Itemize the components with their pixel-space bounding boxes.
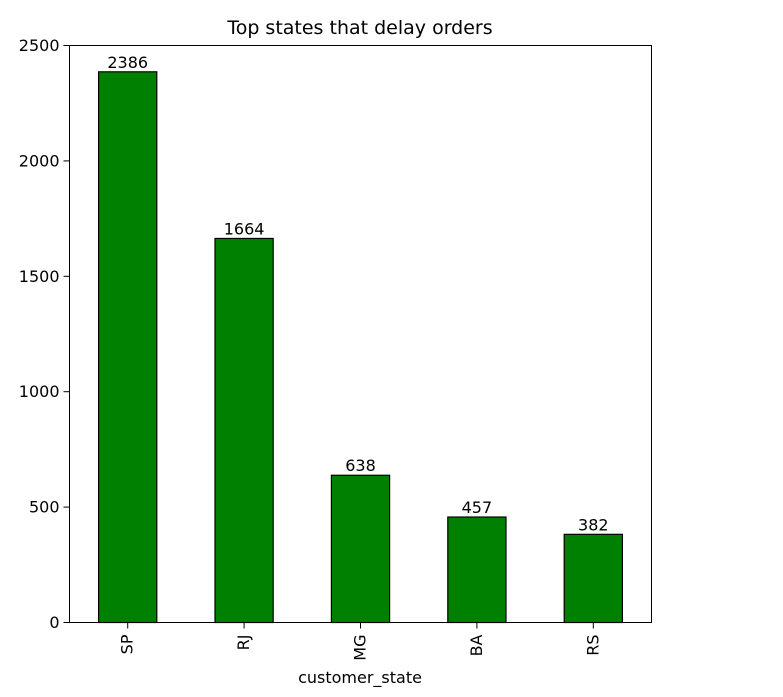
y-tick-label-1000: 1000 [19, 382, 60, 401]
x-tick-label-sp: SP [118, 634, 137, 654]
x-axis: SP RJ MG BA RS [118, 622, 602, 661]
x-tick-label-rs: RS [583, 635, 602, 656]
data-label-ba: 457 [462, 498, 493, 517]
plot-frame [69, 45, 652, 623]
y-tick-label-500: 500 [29, 498, 60, 517]
bar-rs [563, 533, 624, 624]
x-axis-label: customer_state [298, 668, 422, 688]
bar-sp [97, 71, 158, 624]
data-label-rs: 382 [578, 515, 609, 534]
y-tick-label-2000: 2000 [19, 151, 60, 170]
bar-rj [214, 237, 274, 624]
x-tick-label-rj: RJ [234, 635, 253, 651]
bar-ba [447, 516, 507, 624]
data-label-rj: 1664 [224, 219, 265, 238]
y-tick-label-2500: 2500 [19, 36, 60, 55]
data-label-sp: 2386 [107, 53, 148, 72]
y-tick-label-0: 0 [49, 613, 59, 632]
chart-title: Top states that delay orders [226, 17, 492, 39]
bar-labels-group: 2386 1664 638 457 382 [107, 53, 608, 535]
data-label-mg: 638 [345, 456, 376, 475]
bar-mg [330, 474, 391, 624]
y-axis: 0 500 1000 1500 2000 2500 [19, 36, 70, 632]
y-tick-label-1500: 1500 [19, 267, 60, 286]
x-tick-label-ba: BA [467, 634, 486, 656]
bars-group [97, 71, 624, 624]
x-tick-label-mg: MG [351, 635, 370, 661]
